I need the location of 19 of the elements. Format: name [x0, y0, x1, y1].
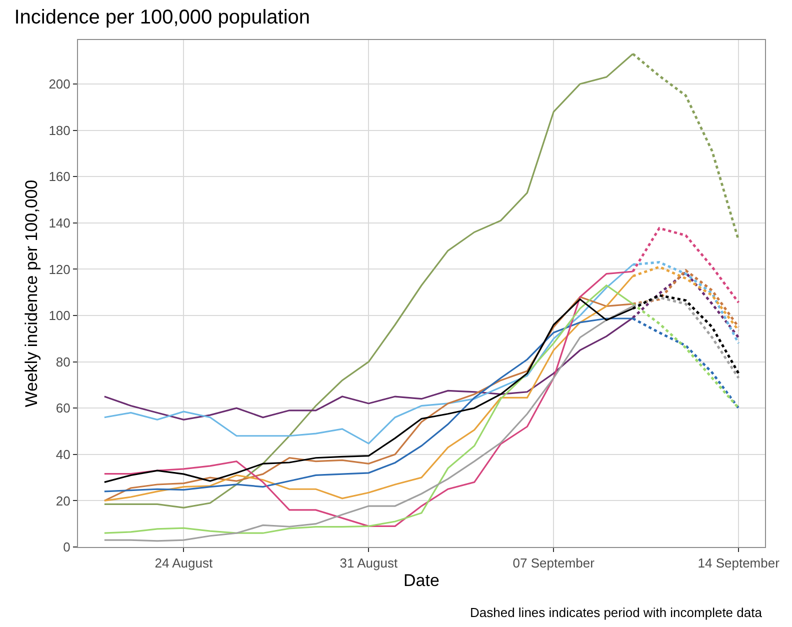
- x-tick-label: 07 September: [512, 556, 596, 571]
- y-tick-label: 100: [48, 308, 70, 324]
- chart-title: Incidence per 100,000 population: [14, 6, 310, 28]
- x-tick-label: 24 August: [154, 556, 213, 571]
- y-tick-label: 20: [56, 493, 70, 508]
- y-tick-label: 60: [56, 400, 70, 416]
- y-tick-label: 200: [48, 76, 70, 92]
- y-tick-label: 0: [63, 540, 70, 555]
- x-tick-label: 31 August: [340, 556, 398, 571]
- text: Dashed lines indicates period with incomplete data: [470, 605, 763, 620]
- x-tick-label: 14 September: [698, 556, 780, 571]
- x-axis-title: Date: [404, 571, 440, 590]
- y-axis-title: Weekly incidence per 100,000: [22, 180, 42, 408]
- y-tick-label: 140: [48, 215, 70, 230]
- y-tick-label: 120: [48, 262, 70, 277]
- y-tick-label: 40: [56, 446, 70, 462]
- y-tick-label: 160: [48, 169, 70, 184]
- y-tick-label: 180: [48, 122, 70, 138]
- y-tick-label: 80: [56, 354, 70, 370]
